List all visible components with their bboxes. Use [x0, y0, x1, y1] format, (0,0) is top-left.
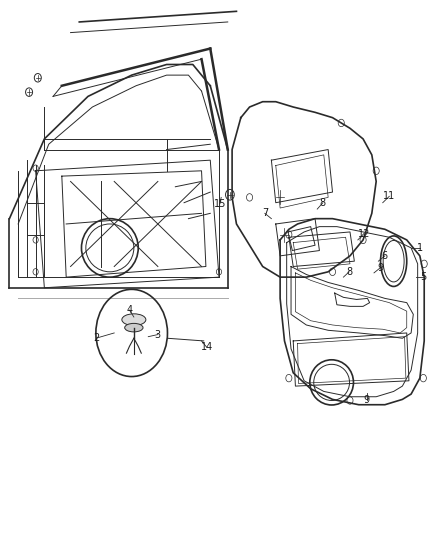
Text: 12: 12	[358, 229, 370, 239]
Text: 3: 3	[155, 329, 161, 340]
Text: 9: 9	[364, 395, 370, 406]
Text: 8: 8	[320, 198, 326, 208]
Text: 4: 4	[127, 305, 133, 315]
Text: 6: 6	[382, 251, 388, 261]
Text: 1: 1	[417, 243, 423, 253]
Text: 7: 7	[262, 208, 268, 219]
Text: 9: 9	[378, 263, 384, 272]
Text: 5: 5	[420, 272, 427, 282]
Bar	[27, 203, 44, 235]
Text: 8: 8	[346, 267, 352, 277]
Ellipse shape	[122, 314, 146, 326]
Circle shape	[25, 88, 32, 96]
Ellipse shape	[125, 324, 143, 332]
Circle shape	[34, 74, 41, 82]
Text: 2: 2	[93, 333, 99, 343]
Text: 11: 11	[383, 191, 396, 201]
Circle shape	[226, 189, 234, 200]
Text: 14: 14	[201, 342, 213, 352]
Text: 15: 15	[214, 199, 226, 209]
